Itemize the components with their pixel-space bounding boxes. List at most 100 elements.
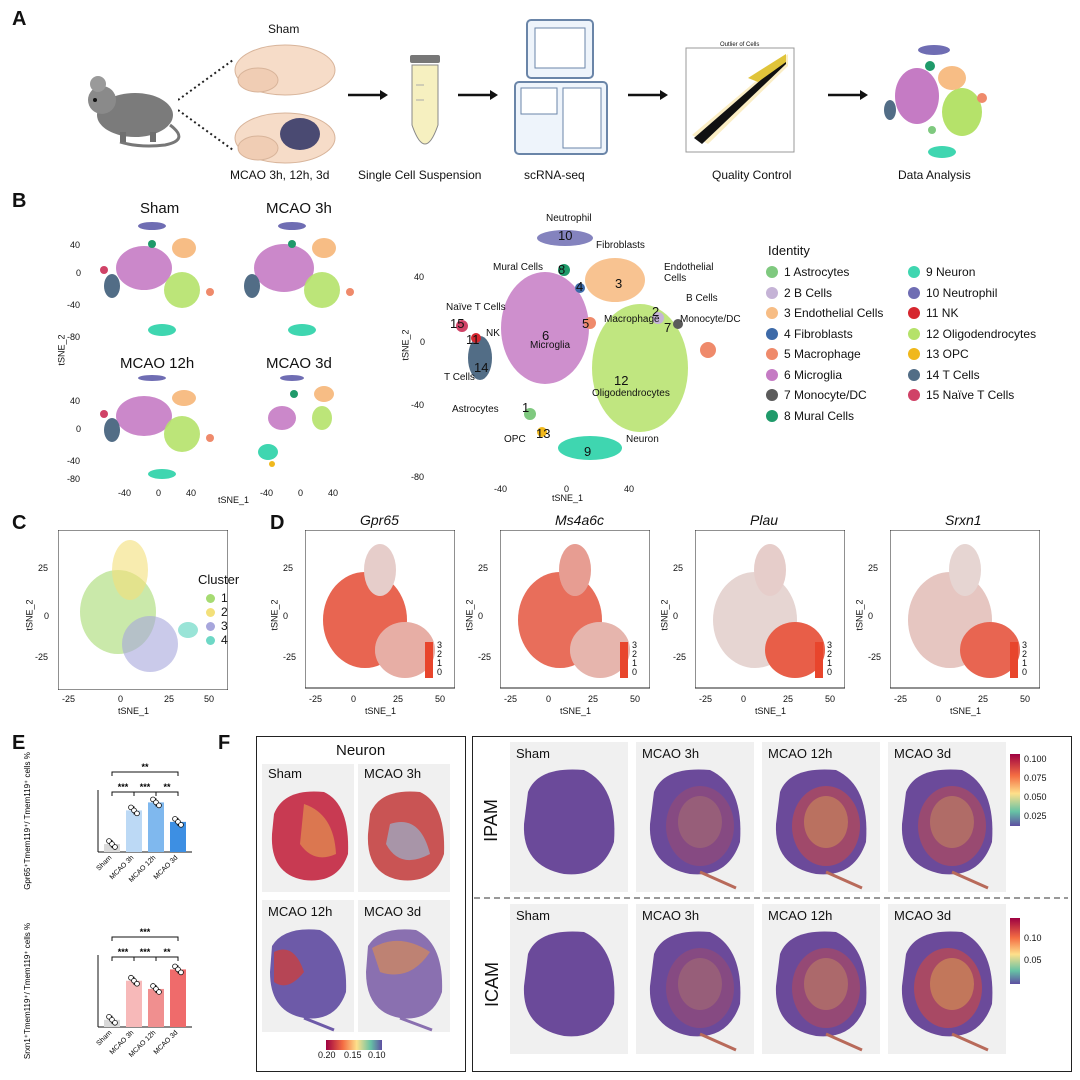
cluster-name: NK [486, 328, 500, 339]
expression-cloud [960, 622, 1020, 678]
legend-label: 5 Macrophage [784, 347, 861, 361]
mouse-illustration [88, 76, 181, 148]
y-label: tSNE_2 [464, 599, 475, 631]
significance-label: *** [140, 782, 151, 792]
x-label: tSNE_1 [950, 706, 982, 716]
y-tick: 0 [868, 611, 874, 621]
cluster-num: 8 [558, 262, 566, 277]
legend-swatch [766, 348, 778, 360]
neuron-label: MCAO 12h [268, 904, 333, 919]
category-label: Sham [96, 1029, 114, 1047]
big-ytick: -80 [411, 472, 425, 482]
ipam-scale: 0.050 [1024, 792, 1047, 802]
x-tick: 25 [978, 694, 989, 704]
big-ytick: -40 [411, 400, 425, 410]
scale-label: 1 [437, 658, 443, 668]
neuron-scale: 0.15 [344, 1050, 362, 1060]
cluster-name: Neuron [626, 434, 659, 445]
legend-label: 7 Monocyte/DC [784, 388, 867, 402]
bar-chart-gpr65: Gpr65⁺Tmem119⁺/ Tmem119⁺ cells % Sham MCAO… [23, 752, 192, 890]
scale-label: 2 [437, 649, 443, 659]
cell-cloud [754, 544, 786, 596]
small-ytick: -80 [67, 474, 81, 484]
x-tick: 25 [393, 694, 404, 704]
cluster-name: Monocyte/DC [680, 314, 741, 325]
cluster-num: 14 [474, 360, 489, 375]
x-label: tSNE_1 [560, 706, 592, 716]
cluster-legend-item: 2 [206, 605, 228, 619]
cluster-name: Mural Cells [493, 262, 544, 273]
identity-legend-item: 14 T Cells [908, 368, 980, 382]
legend-swatch [206, 607, 215, 617]
identity-legend-item: 5 Macrophage [766, 347, 861, 361]
scale-label: 2 [632, 649, 638, 659]
cell-cloud [949, 544, 981, 596]
cluster-name: Astrocytes [452, 404, 499, 415]
legend-label: 13 OPC [926, 347, 969, 361]
spatial-map-icam-0 [523, 931, 615, 1037]
c-xtick: 25 [164, 694, 175, 704]
ipam-icam-box [472, 736, 1072, 1072]
qc-scatter-icon [685, 47, 795, 153]
scale-label: 3 [1022, 640, 1028, 650]
cell-cloud [364, 544, 396, 596]
cluster-name: Endothelial Cells [664, 262, 714, 284]
small-ytick: -80 [67, 332, 81, 342]
tube-icon [410, 55, 440, 145]
cluster-num: 13 [536, 426, 551, 441]
x-tick: 25 [783, 694, 794, 704]
y-axis-label: Gpr65⁺Tmem119⁺/ Tmem119⁺ cells % [23, 752, 32, 890]
cluster-legend-item: 1 [206, 591, 228, 605]
sham-brain-icon [234, 44, 336, 96]
small-xtick: 0 [298, 488, 304, 498]
cluster-num: 11 [466, 332, 480, 347]
significance-bracket [111, 771, 179, 776]
identity-legend-item: 10 Neutrophil [908, 286, 997, 300]
data-point [112, 1020, 118, 1026]
legend-label: 11 NK [926, 306, 959, 320]
scale-label: 3 [437, 640, 443, 650]
expression-cloud [765, 622, 825, 678]
big-xlabel: tSNE_1 [552, 493, 584, 503]
identity-legend-item: 15 Naïve T Cells [908, 388, 1014, 402]
cluster-name: Neutrophil [546, 213, 592, 224]
legend-label: 4 [221, 633, 228, 647]
legend-label: 4 Fibroblasts [784, 326, 853, 341]
spatial-map-ipam-1 [649, 769, 741, 890]
identity-legend-item: 4 Fibroblasts [766, 327, 853, 341]
scale-label: 0 [632, 667, 638, 677]
data-point [178, 969, 184, 976]
arrow-2 [458, 90, 498, 100]
cluster-num: 3 [615, 276, 623, 291]
legend-label: 2 [221, 605, 228, 619]
scale-label: 1 [827, 658, 833, 668]
step1-label: Single Cell Suspension [358, 168, 482, 182]
data-point [156, 989, 162, 995]
colorbar [1010, 642, 1018, 678]
cluster-num: 7 [664, 320, 672, 335]
identity-legend-item: 13 OPC [908, 347, 969, 361]
colorbar [620, 642, 628, 678]
tissue-section [775, 769, 867, 875]
expression-hotspot [930, 958, 974, 1010]
significance-label: *** [118, 782, 129, 792]
panel-letter-f: F [218, 732, 231, 754]
expression-hotspot [678, 958, 722, 1010]
y-tick: 25 [283, 563, 294, 573]
y-label: tSNE_2 [854, 599, 865, 631]
scale-label: 3 [827, 640, 833, 650]
legend-swatch [766, 368, 778, 381]
identity-legend-item: 9 Neuron [908, 265, 975, 279]
tissue-tail [951, 1032, 989, 1052]
plot-frame [500, 530, 650, 689]
identity-legend-title: Identity [768, 243, 810, 258]
tissue-tail [825, 1032, 863, 1052]
legend-swatch [908, 368, 920, 381]
cluster-scatter [58, 530, 228, 690]
tissue-section [775, 931, 867, 1037]
panel-letter-a: A [12, 8, 27, 30]
expression-region [918, 786, 986, 866]
expression-cloud [949, 544, 981, 596]
cluster-name: Fibroblasts [596, 240, 645, 251]
cluster-name: OPC [504, 434, 526, 445]
